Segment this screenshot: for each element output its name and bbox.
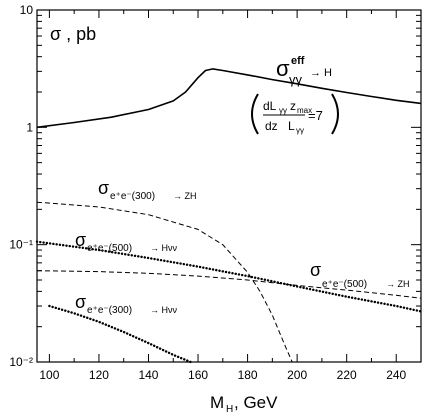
y-tick-label: 10⁻² (9, 355, 33, 369)
formula-den-1: dz (265, 119, 278, 133)
series-layer (35, 68, 423, 365)
formula-right-paren (331, 93, 339, 135)
label-ee300-hnn-arrow: → Hνν (150, 305, 178, 315)
x-tick-label: 160 (188, 368, 208, 382)
x-tick-label: 120 (89, 368, 109, 382)
label-gg-h-sup: eff (291, 55, 305, 67)
x-axis-label-unit: , GeV (234, 393, 278, 412)
y-axis-label: σ , pb (50, 24, 96, 44)
ticks-layer: 100 120 140 160 180 200 220 240 10⁻² 10⁻¹ 1 10 (9, 3, 422, 382)
label-gg-h-sub: γγ (289, 72, 303, 87)
x-axis-label: M H , GeV (210, 393, 278, 415)
x-tick-label: 100 (39, 368, 59, 382)
y-tick-label: 10⁻¹ (9, 238, 33, 252)
formula-eq: =7 (308, 108, 323, 123)
label-gg-h-arrow: → H (310, 67, 332, 79)
x-tick-label: 240 (386, 368, 406, 382)
label-ee500-zh-arrow: → ZH (386, 279, 410, 289)
label-ee500-hnn-arrow: → Hνν (150, 243, 178, 253)
label-ee500-hnn-sigma: σ (75, 230, 86, 250)
label-ee300-zh-arrow: → ZH (173, 191, 197, 201)
x-axis-label-main: M (210, 393, 224, 412)
formula-annotation: dL γγ z max dz L γγ =7 (251, 93, 339, 135)
series-line-4 (36, 270, 422, 299)
series-line-1 (36, 68, 422, 129)
label-ee500-zh-sigma: σ (310, 260, 321, 280)
label-ee300-hnn: σ e⁺e⁻(300) → Hνν (75, 292, 178, 316)
formula-num-2: z (290, 99, 296, 113)
formula-num-1-sub: γγ (279, 106, 287, 115)
series-line-2 (36, 201, 293, 363)
x-axis-label-sub: H (226, 404, 233, 415)
label-ee500-hnn-sub: e⁺e⁻(500) (87, 243, 132, 254)
series-line-3 (35, 240, 423, 313)
label-gg-h: σ eff γγ → H (276, 55, 332, 87)
series-line-5 (48, 304, 195, 365)
x-tick-label: 180 (238, 368, 258, 382)
formula-left-paren (251, 93, 259, 135)
label-ee300-hnn-sigma: σ (75, 292, 86, 312)
x-tick-label: 140 (138, 368, 158, 382)
label-ee300-zh-sigma: σ (98, 178, 109, 198)
formula-den-2: L (288, 119, 295, 133)
label-ee300-zh: σ e⁺e⁻(300) → ZH (98, 178, 197, 202)
label-ee500-hnn: σ e⁺e⁻(500) → Hνν (75, 230, 178, 254)
x-tick-label: 220 (337, 368, 357, 382)
y-tick-label: 10 (20, 3, 34, 17)
x-tick-label: 200 (287, 368, 307, 382)
formula-num-2-sub: max (297, 106, 312, 115)
formula-num-1: dL (263, 99, 277, 113)
label-ee300-zh-sub: e⁺e⁻(300) (110, 191, 155, 202)
y-tick-label: 1 (26, 120, 33, 134)
label-ee500-zh: σ e⁺e⁻(500) → ZH (310, 260, 410, 290)
formula-den-2-sub: γγ (296, 126, 304, 135)
label-ee500-zh-sub: e⁺e⁻(500) (322, 279, 367, 290)
plot-frame (36, 9, 422, 363)
label-gg-h-sigma: σ (276, 56, 290, 81)
label-ee300-hnn-sub: e⁺e⁻(300) (87, 305, 132, 316)
